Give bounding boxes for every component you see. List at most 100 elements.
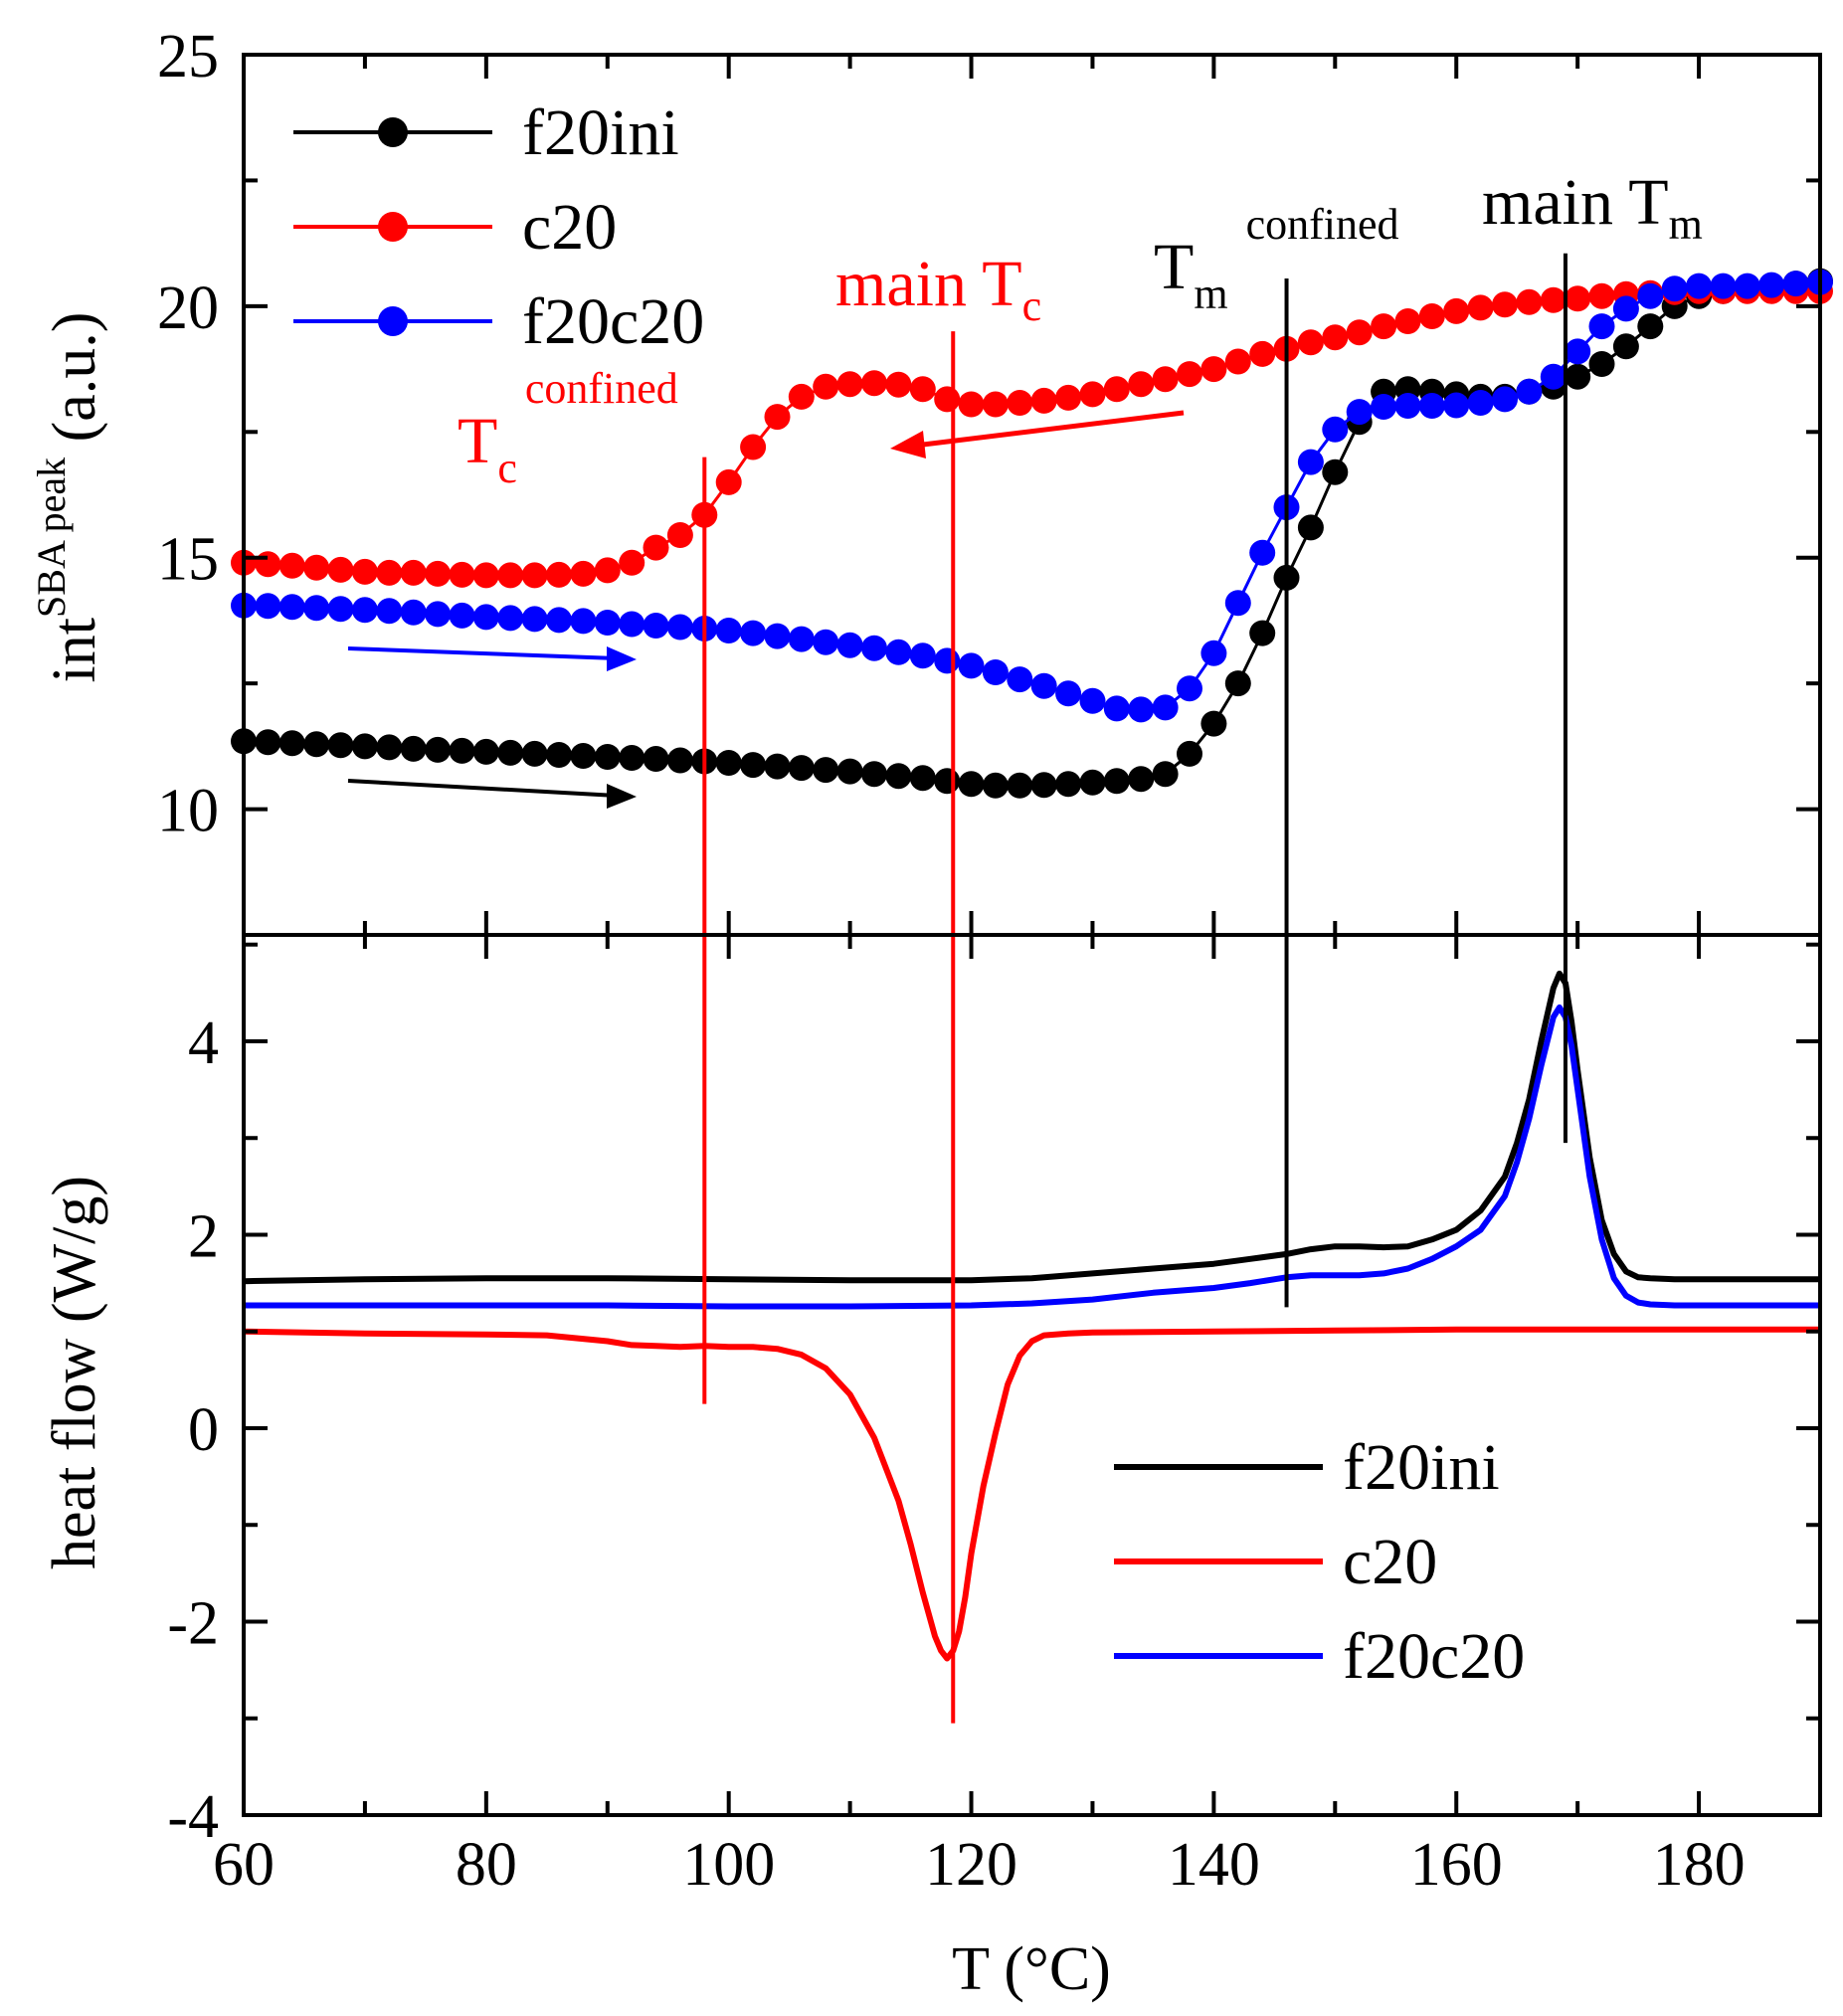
point-c20-108 bbox=[813, 373, 839, 400]
bottom-y-axis-label: heat flow (W/g) bbox=[41, 1176, 108, 1569]
annotation-tc-confined-sup: confined bbox=[525, 364, 678, 413]
point-f20ini-86 bbox=[546, 742, 572, 768]
arrow-blue-right bbox=[347, 646, 618, 660]
point-f20c20-188 bbox=[1782, 271, 1809, 297]
top-y-axis-label-tail: (a.u.) bbox=[41, 312, 108, 458]
point-f20ini-144 bbox=[1249, 620, 1276, 646]
annotation-tc-confined: Tcconfined bbox=[458, 364, 678, 492]
point-f20ini-150 bbox=[1322, 458, 1349, 485]
point-f20ini-64 bbox=[278, 730, 305, 757]
point-c20-92 bbox=[619, 549, 645, 576]
point-f20c20-74 bbox=[400, 599, 427, 626]
point-f20c20-128 bbox=[1055, 680, 1082, 707]
point-c20-74 bbox=[400, 559, 427, 586]
point-c20-160 bbox=[1443, 297, 1470, 324]
point-f20c20-62 bbox=[255, 593, 281, 620]
bottom-legend-label-c20: c20 bbox=[1343, 1526, 1437, 1598]
direction-arrows bbox=[347, 410, 1185, 809]
point-f20ini-92 bbox=[619, 745, 645, 771]
point-f20c20-92 bbox=[619, 611, 645, 638]
annotation-tc-confined-sub: c bbox=[497, 444, 517, 492]
point-f20ini-88 bbox=[570, 743, 597, 769]
point-c20-114 bbox=[885, 371, 912, 398]
point-c20-130 bbox=[1079, 381, 1106, 408]
point-c20-118 bbox=[934, 386, 961, 413]
point-f20c20-70 bbox=[351, 597, 378, 624]
point-c20-166 bbox=[1516, 288, 1543, 315]
heatflow-line-f20ini bbox=[243, 970, 1820, 1285]
point-f20c20-176 bbox=[1637, 282, 1664, 309]
point-f20c20-170 bbox=[1565, 338, 1591, 365]
point-c20-142 bbox=[1224, 348, 1251, 375]
point-f20c20-184 bbox=[1734, 273, 1760, 299]
point-f20ini-174 bbox=[1612, 333, 1639, 360]
point-c20-126 bbox=[1030, 387, 1057, 414]
point-f20c20-182 bbox=[1710, 273, 1737, 299]
ytick-bottom-label--4: -4 bbox=[167, 1783, 219, 1851]
point-f20c20-160 bbox=[1443, 392, 1470, 419]
point-f20ini-90 bbox=[594, 744, 621, 770]
point-f20c20-106 bbox=[788, 626, 815, 652]
top-y-axis-label: intSBA peak (a.u.) bbox=[29, 312, 108, 683]
point-c20-136 bbox=[1152, 366, 1179, 393]
point-f20c20-118 bbox=[934, 647, 961, 674]
point-c20-158 bbox=[1418, 303, 1445, 329]
point-f20c20-96 bbox=[666, 614, 693, 641]
point-c20-110 bbox=[836, 371, 863, 398]
top-legend-marker-f20ini bbox=[378, 117, 408, 147]
point-c20-88 bbox=[570, 560, 597, 587]
point-f20ini-106 bbox=[788, 755, 815, 782]
ytick-top-label-20: 20 bbox=[157, 275, 219, 342]
point-c20-128 bbox=[1055, 384, 1082, 411]
point-c20-144 bbox=[1249, 340, 1276, 367]
arrow-red-left bbox=[914, 410, 1185, 449]
point-f20c20-110 bbox=[836, 632, 863, 658]
point-f20c20-148 bbox=[1297, 449, 1324, 475]
point-c20-140 bbox=[1200, 356, 1227, 383]
heatflow-line-c20 bbox=[243, 1326, 1820, 1662]
point-c20-122 bbox=[982, 391, 1009, 418]
point-f20c20-174 bbox=[1612, 295, 1639, 322]
point-f20c20-80 bbox=[472, 604, 499, 631]
point-f20ini-110 bbox=[836, 758, 863, 785]
top-y-axis-label-main: int bbox=[41, 618, 108, 682]
xtick-label-120: 120 bbox=[925, 1831, 1017, 1899]
point-c20-150 bbox=[1322, 324, 1349, 351]
point-c20-80 bbox=[472, 562, 499, 589]
annotation-tm-confined-sup: confined bbox=[1246, 200, 1399, 249]
point-f20c20-66 bbox=[303, 595, 330, 622]
point-f20c20-172 bbox=[1588, 313, 1615, 340]
point-f20c20-120 bbox=[958, 652, 985, 679]
point-f20c20-154 bbox=[1371, 394, 1397, 420]
point-f20ini-176 bbox=[1637, 313, 1664, 340]
point-f20ini-112 bbox=[861, 761, 887, 788]
xtick-label-100: 100 bbox=[682, 1831, 775, 1899]
ytick-bottom-label-2: 2 bbox=[188, 1202, 219, 1270]
ytick-bottom-label--2: -2 bbox=[167, 1589, 219, 1657]
point-f20ini-170 bbox=[1565, 363, 1591, 390]
point-c20-132 bbox=[1103, 376, 1130, 403]
point-c20-120 bbox=[958, 391, 985, 418]
heatflow-line-f20c20 bbox=[244, 1004, 1820, 1310]
annotation-main-tm-sub: m bbox=[1669, 200, 1703, 249]
point-f20c20-132 bbox=[1103, 695, 1130, 722]
top-series-group bbox=[231, 268, 1833, 799]
ytick-bottom-label-4: 4 bbox=[188, 1009, 219, 1077]
annotation-tm-confined: Tm confined bbox=[1154, 200, 1399, 318]
point-f20c20-168 bbox=[1540, 363, 1567, 390]
point-c20-106 bbox=[788, 383, 815, 410]
point-f20c20-68 bbox=[327, 596, 354, 623]
ytick-top-label-25: 25 bbox=[157, 23, 219, 91]
point-f20c20-86 bbox=[546, 607, 572, 634]
point-f20ini-132 bbox=[1103, 768, 1130, 795]
point-f20c20-94 bbox=[643, 613, 669, 639]
bottom-legend: f20ini c20 f20c20 bbox=[1114, 1431, 1525, 1693]
point-c20-170 bbox=[1565, 285, 1591, 312]
point-c20-70 bbox=[351, 558, 378, 585]
top-legend: f20ini c20 f20c20 bbox=[293, 96, 704, 358]
point-f20ini-96 bbox=[666, 747, 693, 774]
point-f20ini-134 bbox=[1128, 766, 1155, 793]
point-c20-96 bbox=[666, 522, 693, 548]
point-f20ini-70 bbox=[351, 733, 378, 760]
